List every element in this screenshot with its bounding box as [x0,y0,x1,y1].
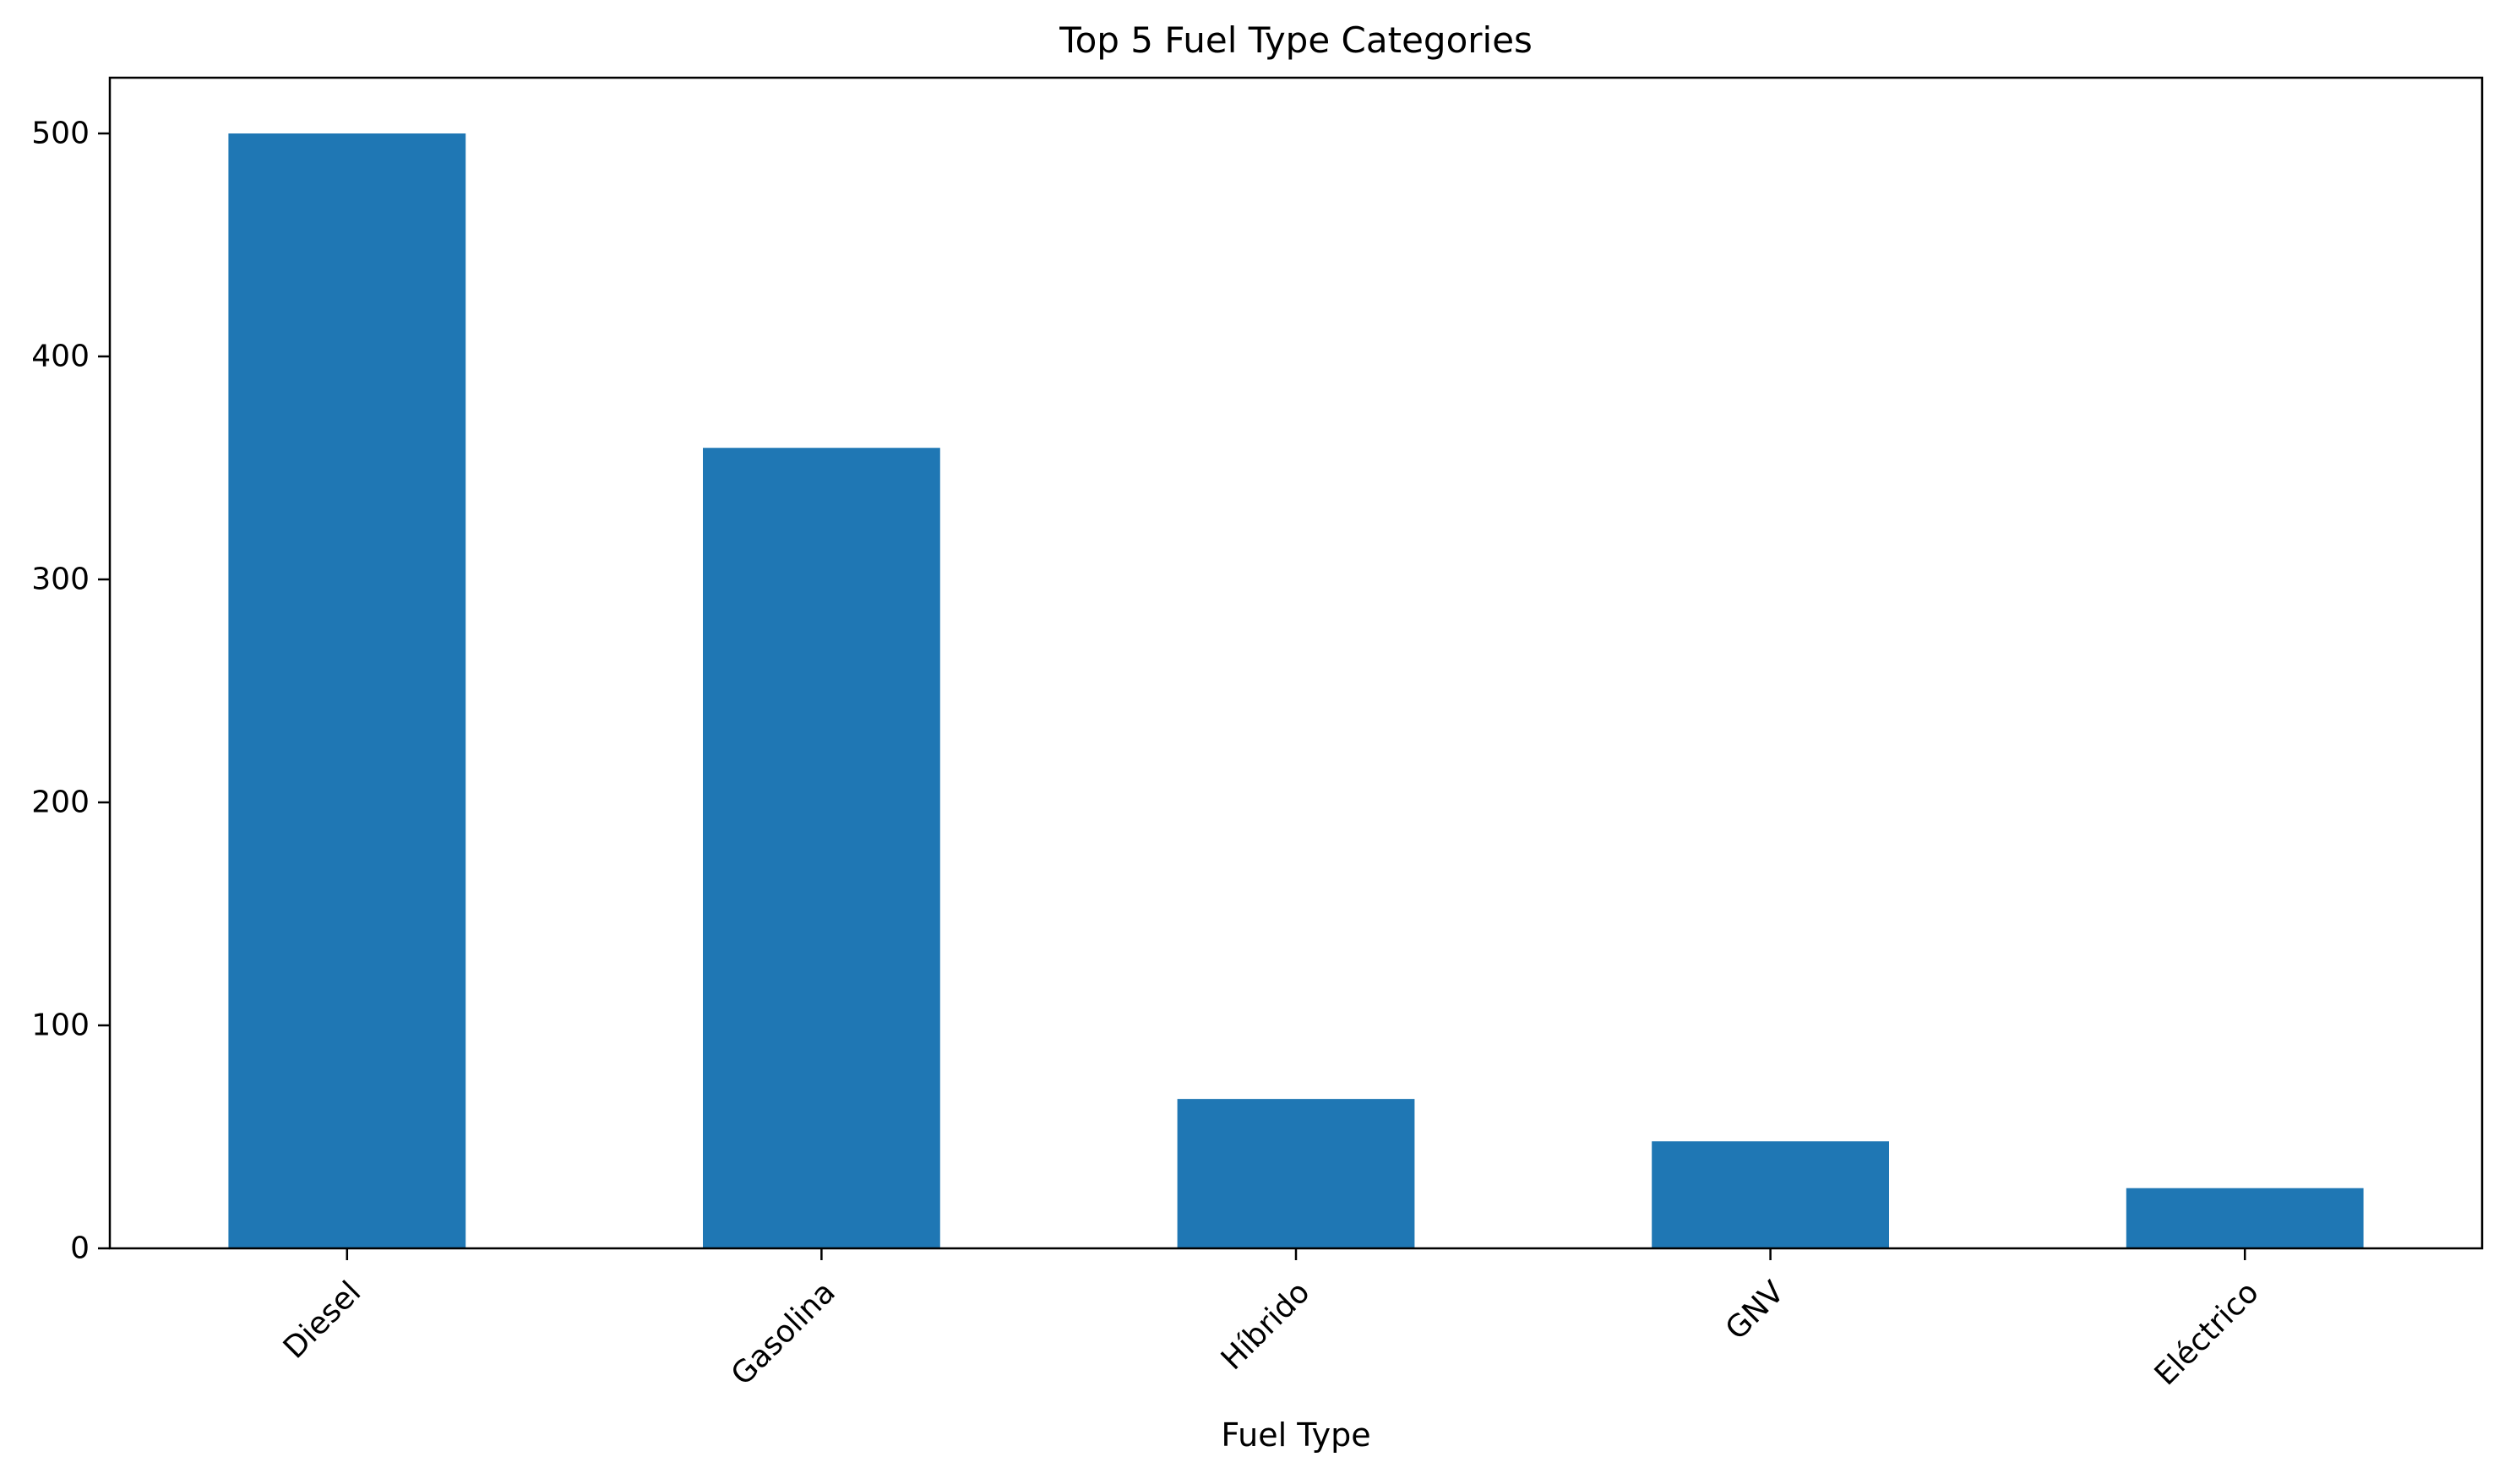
y-tick-label: 200 [31,785,90,820]
chart-title: Top 5 Fuel Type Categories [1059,19,1533,61]
y-tick-label: 100 [31,1008,90,1043]
x-tick-label: Diesel [277,1275,368,1365]
x-axis: Diesel Gasolina Híbrido GNV Eléctrico [277,1248,2266,1393]
x-tick-label: Eléctrico [2148,1275,2266,1392]
bars-layer [228,133,2364,1248]
x-tick-label: Híbrido [1215,1275,1317,1377]
y-tick-label: 0 [70,1231,90,1266]
plot-frame [108,76,2484,1250]
bar-gasolina [703,448,940,1248]
x-tick-label: Gasolina [725,1275,842,1392]
bar-electrico [2126,1188,2364,1248]
y-tick-label: 400 [31,340,90,374]
x-axis-label: Fuel Type [1221,1416,1370,1454]
y-tick-label: 300 [31,563,90,597]
bar-diesel [228,133,466,1248]
y-axis: 0 100 200 300 400 500 [31,117,110,1266]
bar-gnv [1652,1141,1889,1248]
bar-hibrido [1177,1099,1415,1248]
y-tick-label: 500 [31,117,90,151]
x-tick-label: GNV [1719,1275,1791,1346]
